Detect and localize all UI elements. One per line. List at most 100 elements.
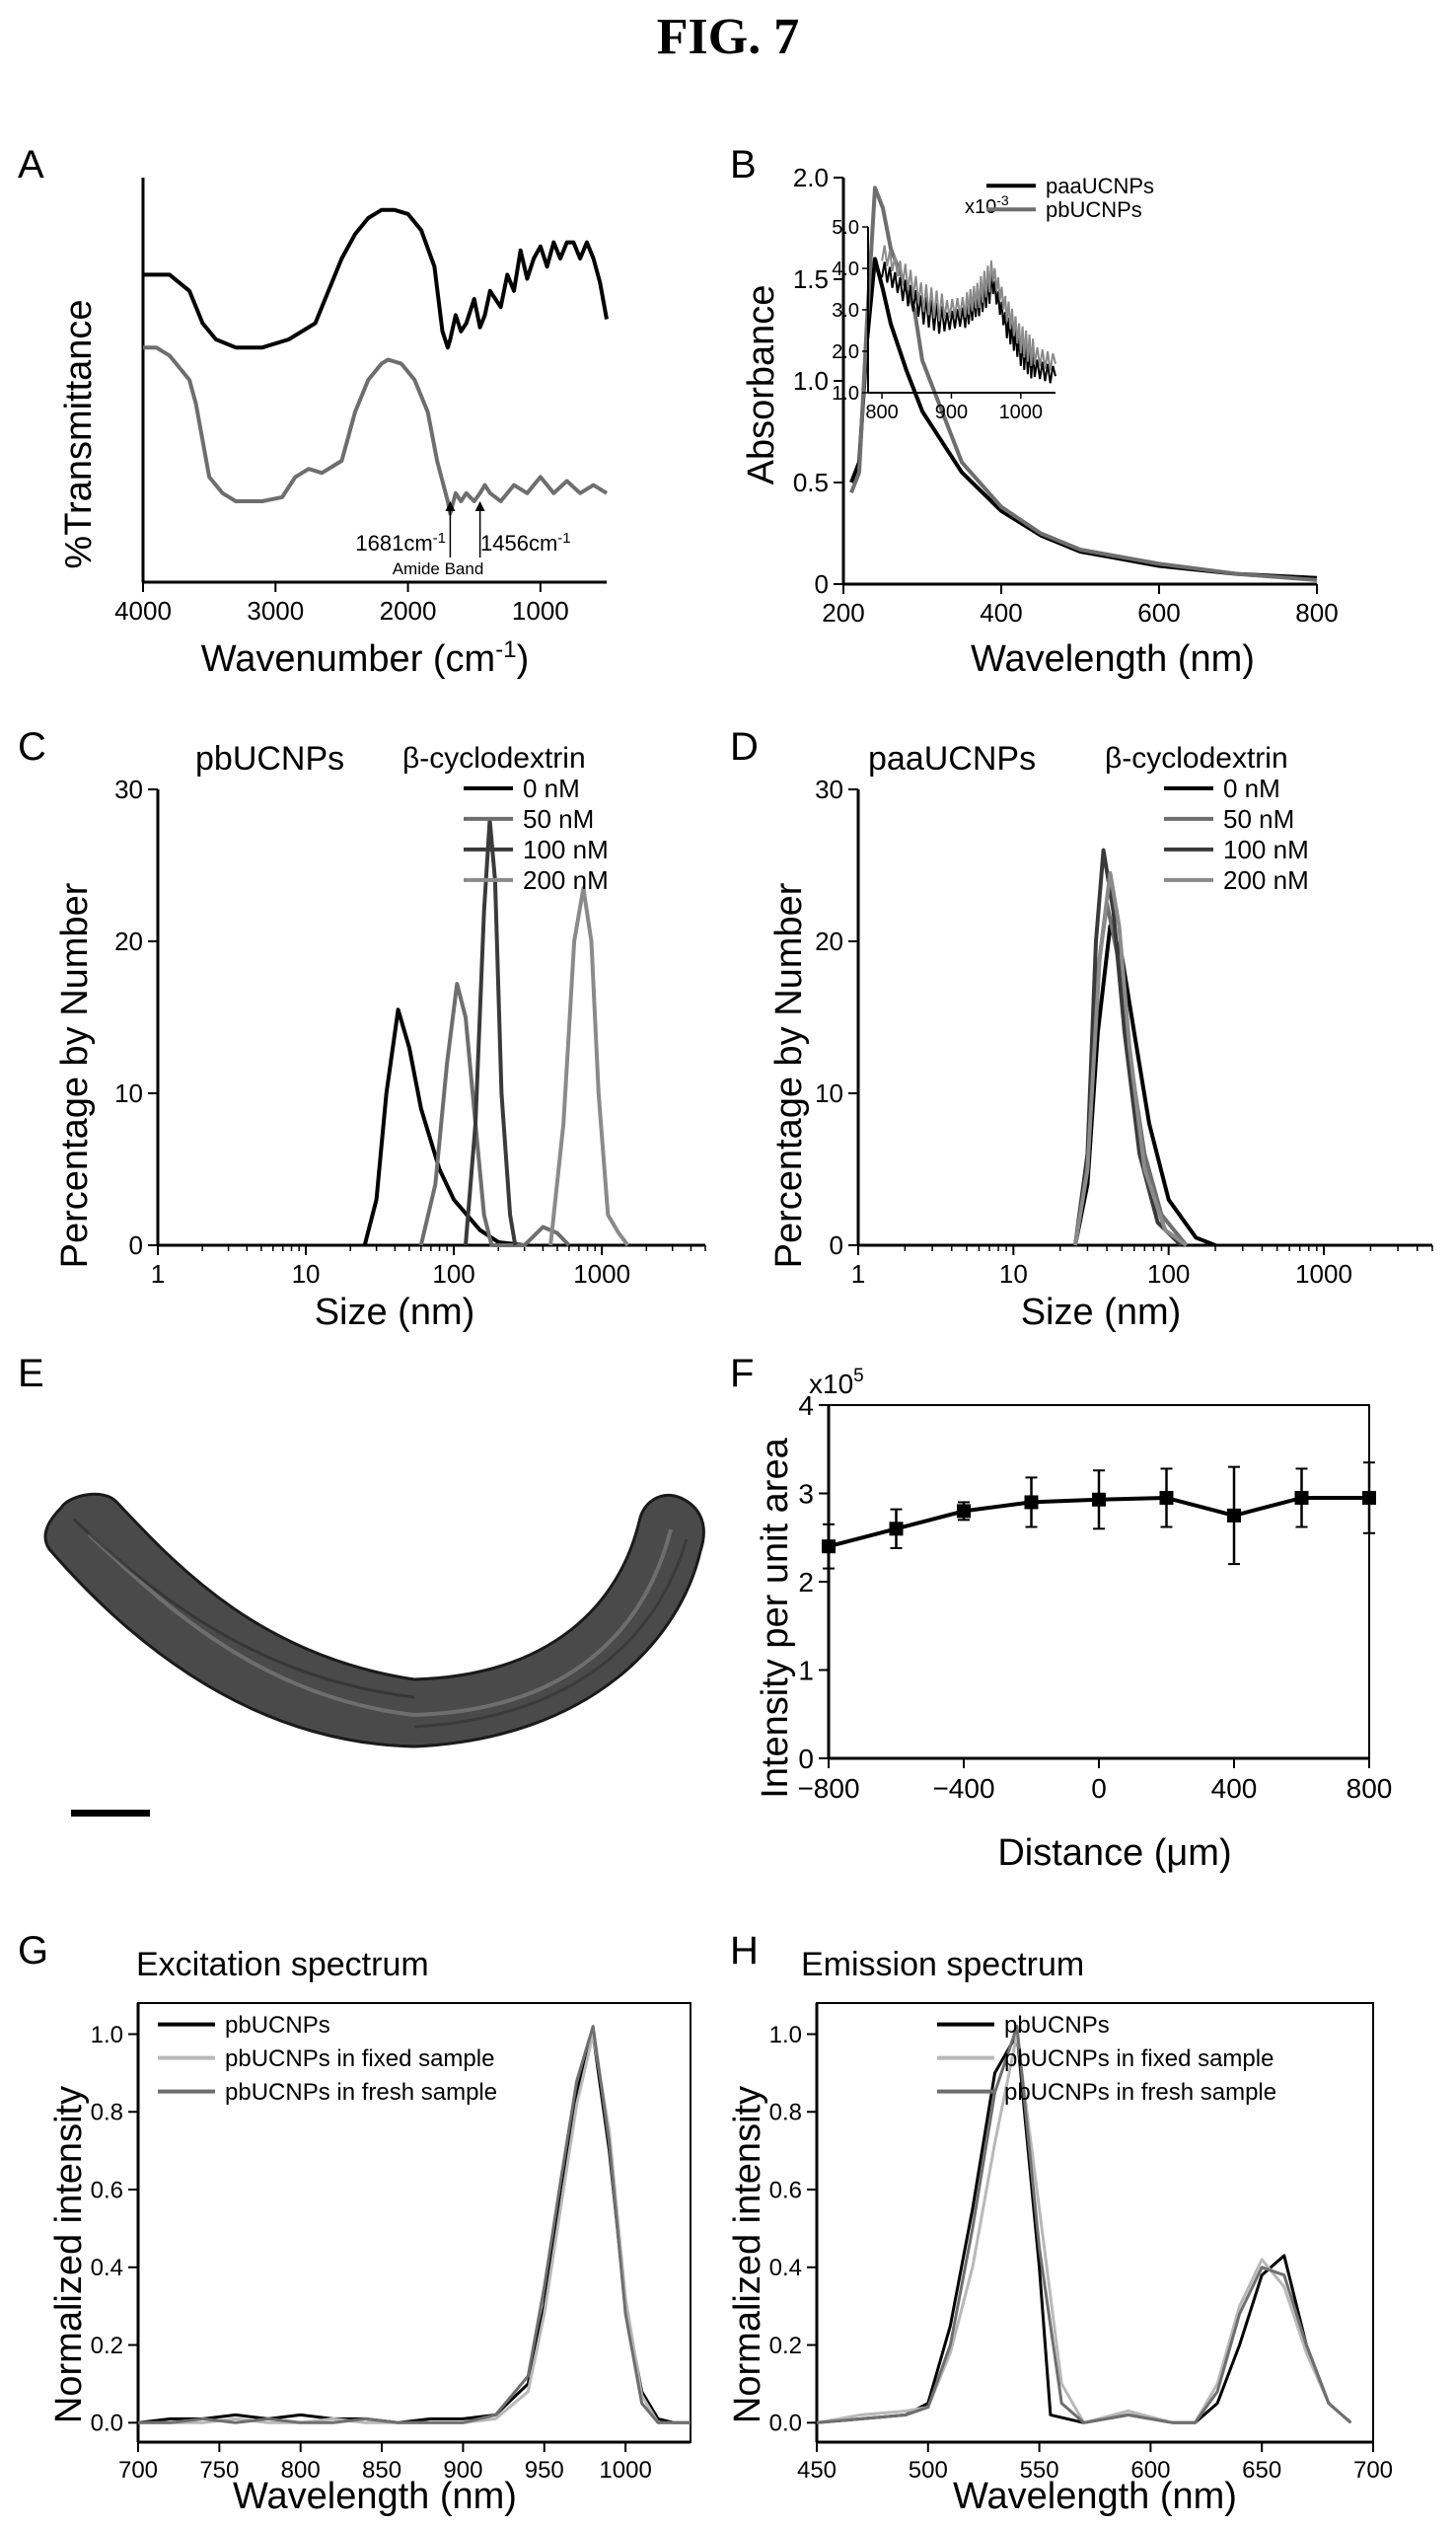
x-tick-label-c: 10: [292, 1259, 321, 1289]
legend-label-d: 0 nM: [1223, 774, 1280, 803]
inset-series-line-b-1: [881, 245, 1056, 371]
y-tick-label-f: 2: [798, 1567, 814, 1598]
panel-e-image: E: [18, 1352, 705, 1817]
x-tick-label-g: 850: [362, 2457, 401, 2484]
x-axis-label-a: Wavenumber (cm-1): [201, 636, 529, 680]
x-tick-label-h: 500: [909, 2457, 948, 2484]
y-axis-label-a: %Transmittance: [58, 299, 100, 568]
x-tick-label-g: 700: [118, 2457, 158, 2484]
panel-label-a: A: [18, 143, 44, 186]
panel-label-d: D: [730, 725, 759, 769]
legend-label-b: pbUCNPs: [1046, 197, 1142, 222]
x-tick-label-f: −400: [932, 1773, 994, 1804]
legend-label-d: 100 nM: [1223, 835, 1309, 864]
scale-bar: [71, 1810, 150, 1817]
inset-x-tick-label-b: 800: [865, 402, 898, 423]
y-tick-label-f: 0: [798, 1744, 814, 1774]
y-tick-label-h: 1.0: [769, 2022, 802, 2048]
series-line-a-1: [143, 345, 609, 516]
x-axis-label-f: Distance (μm): [997, 1832, 1231, 1874]
plot-frame-f: [828, 1404, 1370, 1759]
series-line-b-1: [849, 186, 1318, 582]
inset-y-tick-label-b: 5.0: [832, 217, 859, 239]
x-tick-label-d: 10: [999, 1259, 1028, 1289]
y-tick-label-f: 4: [798, 1390, 814, 1421]
legend-title-c: β-cyclodextrin: [402, 742, 586, 775]
series-line-c-0: [362, 1007, 525, 1247]
x-tick-label-a: 4000: [114, 596, 172, 626]
series-line-c-3: [548, 886, 630, 1247]
y-axis-label-c: Percentage by Number: [54, 882, 96, 1268]
legend-title-d: β-cyclodextrin: [1105, 742, 1288, 775]
legend-label-h: pbUCNPs in fresh sample: [1004, 2079, 1276, 2106]
x-axis-label-h: Wavelength (nm): [953, 2476, 1237, 2517]
y-tick-label-g: 0.2: [91, 2333, 123, 2359]
x-tick-label-h: 450: [797, 2457, 837, 2484]
legend-label-g: pbUCNPs: [225, 2012, 330, 2039]
series-line-a-0: [143, 207, 609, 350]
x-tick-label-b: 400: [980, 598, 1022, 628]
x-tick-label-g: 950: [525, 2457, 564, 2484]
x-tick-label-a: 3000: [247, 596, 304, 626]
panel-label-g: G: [18, 1929, 48, 1972]
chart-g: G Excitation spectrum Normalized intensi…: [18, 1929, 692, 2517]
x-axis-label-d: Size (nm): [1021, 1292, 1182, 1333]
y-tick-label-c: 20: [114, 927, 143, 956]
x-tick-label-a: 2000: [380, 596, 437, 626]
series-line-g-2: [138, 2025, 691, 2424]
panel-e: E: [0, 1332, 730, 1845]
y-tick-label-b: 0: [815, 569, 829, 599]
inset-multiplier-b: x10-3: [965, 192, 1009, 218]
x-tick-label-d: 100: [1147, 1259, 1190, 1289]
series-line-d-3: [1073, 870, 1188, 1247]
y-tick-label-c: 30: [114, 775, 143, 804]
x-tick-label-b: 600: [1137, 598, 1180, 628]
series-line-b-0: [849, 257, 1318, 580]
annotation-1681: 1681cm-1: [355, 530, 446, 556]
x-tick-label-h: 600: [1130, 2457, 1170, 2484]
legend-label-g: pbUCNPs in fresh sample: [225, 2079, 497, 2106]
panel-label-c: C: [18, 725, 46, 769]
x-tick-label-d: 1000: [1295, 1259, 1352, 1289]
panel-label-b: B: [730, 143, 757, 186]
data-point-f: [1362, 1490, 1376, 1505]
x-tick-label-f: 0: [1091, 1773, 1107, 1804]
panel-label-h: H: [730, 1929, 759, 1972]
panel-label-f: F: [730, 1352, 754, 1395]
y-tick-label-d: 10: [815, 1078, 843, 1108]
y-tick-label-h: 0.8: [769, 2100, 802, 2126]
panel-c: C pbUCNPs β-cyclodextrin Percentage by N…: [0, 710, 730, 1333]
chart-b: B Absorbance Wavelength (nm) x10-3 200 40…: [730, 143, 1339, 680]
x-tick-label-f: −800: [797, 1773, 859, 1804]
data-point-f: [1227, 1508, 1241, 1523]
y-tick-label-b: 1.5: [793, 264, 829, 294]
y-axis-label-d: Percentage by Number: [768, 882, 810, 1268]
data-point-f: [957, 1504, 971, 1519]
panel-f: F x105 Intensity per unit area Distance …: [730, 1332, 1456, 1885]
legend-label-d: 50 nM: [1223, 804, 1294, 834]
x-tick-label-f: 400: [1211, 1773, 1258, 1804]
y-tick-label-g: 0.6: [91, 2177, 123, 2203]
chart-f: F x105 Intensity per unit area Distance …: [730, 1352, 1392, 1874]
x-tick-label-h: 650: [1242, 2457, 1281, 2484]
legend-label-c: 200 nM: [523, 865, 609, 895]
y-tick-label-g: 0.8: [91, 2100, 123, 2126]
x-tick-label-g: 900: [443, 2457, 482, 2484]
x-tick-label-a: 1000: [512, 596, 569, 626]
x-tick-label-c: 100: [432, 1259, 474, 1289]
legend-label-c: 50 nM: [523, 804, 594, 834]
x-tick-label-g: 1000: [599, 2457, 651, 2484]
y-tick-label-g: 0.4: [91, 2255, 123, 2281]
x-tick-label-d: 1: [851, 1259, 865, 1289]
y-tick-label-c: 0: [129, 1230, 143, 1260]
y-tick-label-f: 1: [798, 1655, 814, 1685]
worm-micrograph: [43, 1492, 705, 1748]
figure-title: FIG. 7: [656, 9, 800, 65]
panel-a: A %Transmittance Wavenumber (cm-1) 1681c…: [0, 128, 730, 681]
y-axis-label-h: Normalized intensity: [727, 2086, 768, 2423]
series-line-c-2: [464, 817, 518, 1246]
x-tick-label-g: 800: [281, 2457, 321, 2484]
panel-b: B Absorbance Wavelength (nm) x10-3 200 40…: [730, 128, 1456, 681]
chart-title-d: paaUCNPs: [868, 740, 1036, 778]
inset-y-tick-label-b: 2.0: [832, 341, 859, 363]
